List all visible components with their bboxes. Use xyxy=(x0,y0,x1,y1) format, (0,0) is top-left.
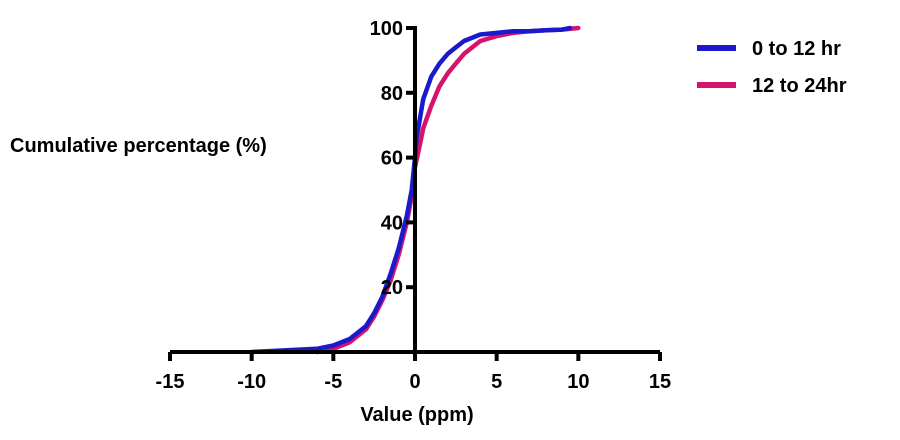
x-tick-label: -5 xyxy=(324,371,342,393)
series-line-1 xyxy=(314,25,581,355)
x-axis-label: Value (ppm) xyxy=(360,404,473,426)
series-line-0 xyxy=(249,25,573,355)
x-tick-label: -10 xyxy=(237,371,266,393)
x-tick-label: 0 xyxy=(409,371,420,393)
y-tick-label: 100 xyxy=(370,18,403,40)
y-ticks: 20 40 60 80 100 xyxy=(370,18,415,299)
legend-label: 0 to 12 hr xyxy=(752,38,841,60)
x-tick-label: 10 xyxy=(567,371,589,393)
x-tick-label: 5 xyxy=(491,371,502,393)
legend-label: 12 to 24hr xyxy=(752,75,847,97)
y-tick-label: 80 xyxy=(381,83,403,105)
legend: 0 to 12 hr 12 to 24hr xyxy=(697,38,847,97)
y-axis-label: Cumulative percentage (%) xyxy=(10,135,267,157)
axes xyxy=(170,26,660,354)
y-tick-label: 60 xyxy=(381,148,403,170)
x-ticks: -15 -10 -5 0 5 10 15 xyxy=(156,352,671,393)
x-tick-label: -15 xyxy=(156,371,185,393)
series-layer xyxy=(249,25,581,355)
y-tick-label: 20 xyxy=(381,277,403,299)
y-tick-label: 40 xyxy=(381,212,403,234)
x-tick-label: 15 xyxy=(649,371,671,393)
